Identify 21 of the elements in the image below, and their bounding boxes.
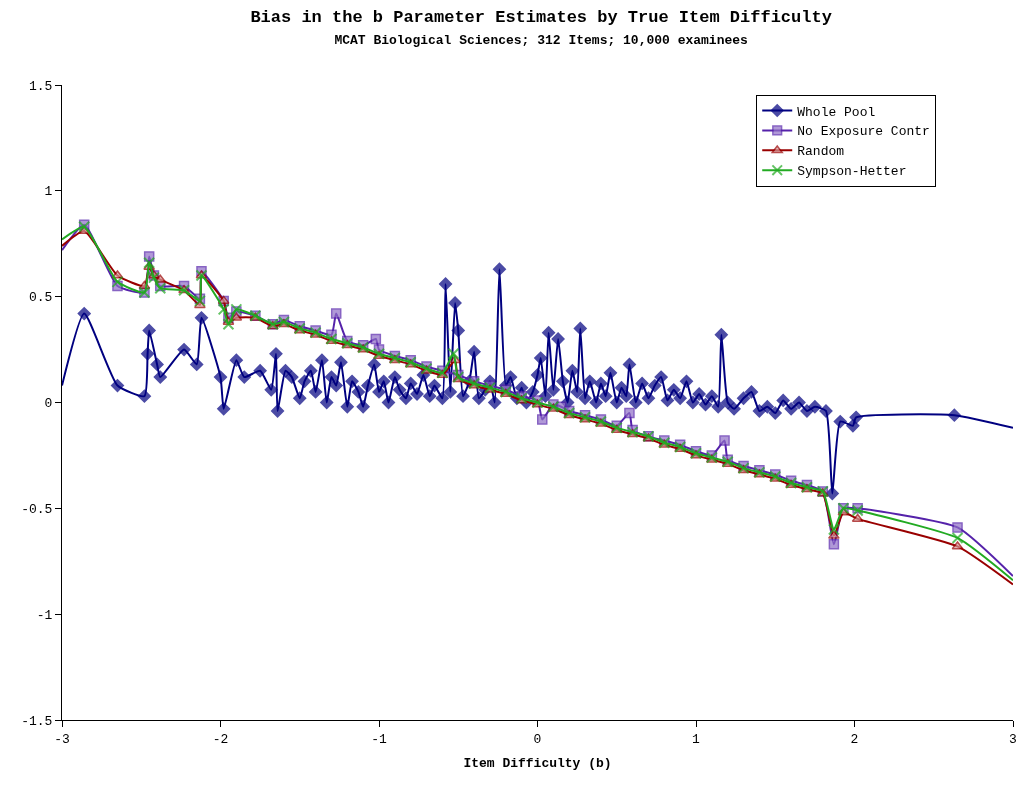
- x-tick-label: -1: [371, 731, 387, 747]
- legend-label: Random: [797, 144, 845, 160]
- x-tick-label: 1: [692, 731, 701, 747]
- x-tick-label: 3: [1009, 731, 1017, 747]
- y-tick-label: 1: [44, 184, 53, 200]
- legend-label: No Exposure Contr: [797, 124, 930, 140]
- x-axis-title: Item Difficulty (b): [463, 756, 612, 772]
- chart-subtitle: MCAT Biological Sciences; 312 Items; 10,000 examinees: [334, 33, 749, 49]
- chart-title: Bias in the b Parameter Estimates by True Item Difficulty: [250, 8, 832, 28]
- legend-label: Whole Pool: [797, 104, 876, 120]
- y-tick-label: 1.5: [28, 78, 53, 94]
- y-tick-label: -1.5: [21, 713, 53, 729]
- x-tick-label: -3: [54, 731, 70, 747]
- y-tick-label: 0: [44, 396, 53, 412]
- x-tick-label: -2: [212, 731, 229, 747]
- x-tick-label: 2: [850, 731, 859, 747]
- y-tick-label: -1: [36, 607, 53, 623]
- y-tick-label: 0.5: [28, 290, 53, 306]
- legend-label: Sympson-Hetter: [797, 164, 907, 180]
- y-tick-label: -0.5: [21, 501, 53, 517]
- x-tick-label: 0: [533, 731, 542, 747]
